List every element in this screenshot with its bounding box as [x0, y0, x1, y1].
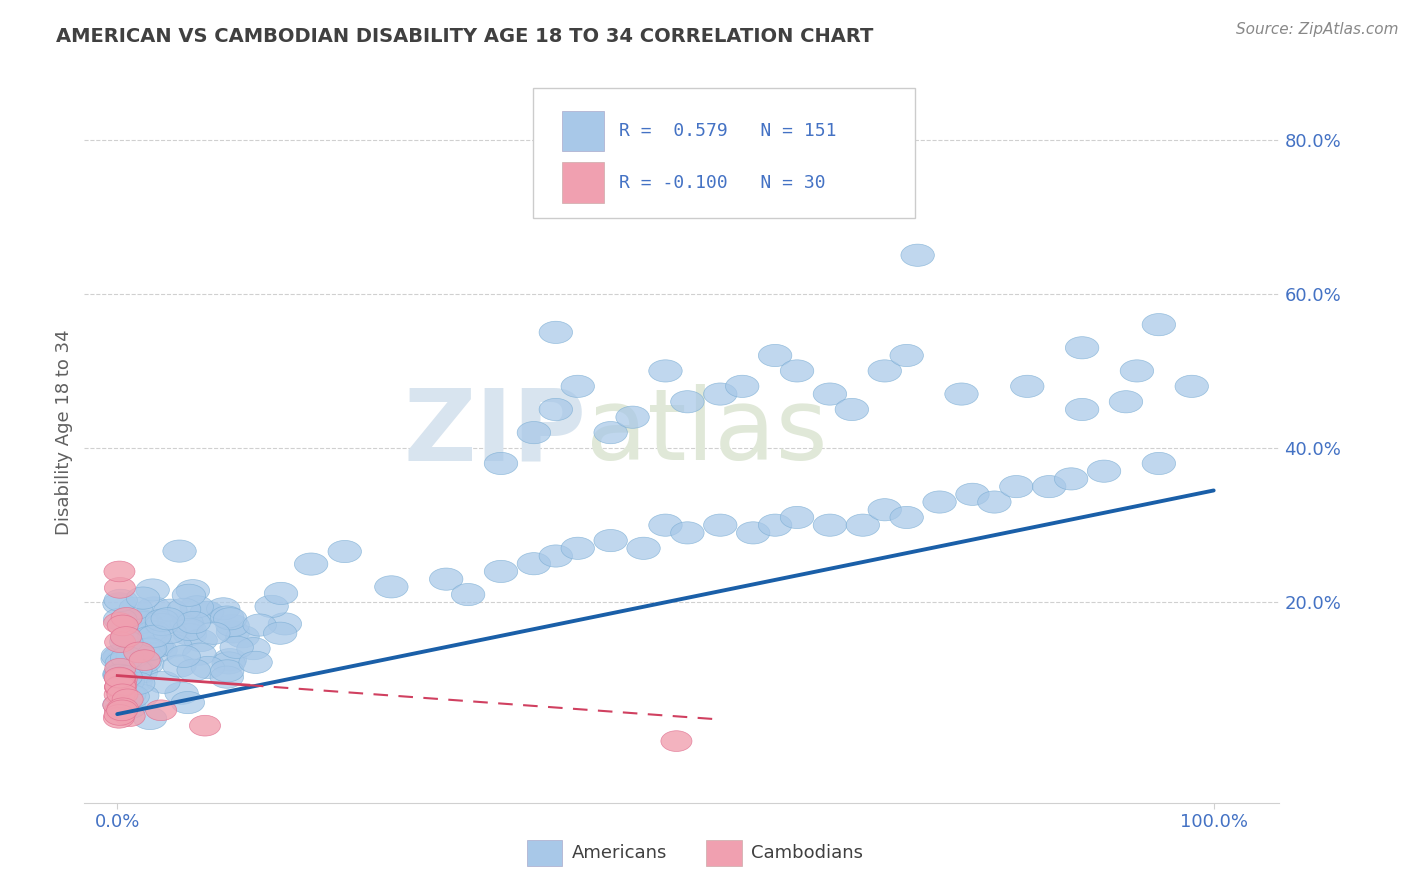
Text: Americans: Americans [572, 844, 668, 863]
Text: Source: ZipAtlas.com: Source: ZipAtlas.com [1236, 22, 1399, 37]
Text: AMERICAN VS CAMBODIAN DISABILITY AGE 18 TO 34 CORRELATION CHART: AMERICAN VS CAMBODIAN DISABILITY AGE 18 … [56, 27, 873, 45]
FancyBboxPatch shape [706, 840, 742, 866]
Text: R = -0.100   N = 30: R = -0.100 N = 30 [619, 174, 825, 192]
Text: Cambodians: Cambodians [751, 844, 863, 863]
Y-axis label: Disability Age 18 to 34: Disability Age 18 to 34 [55, 330, 73, 535]
FancyBboxPatch shape [533, 88, 915, 218]
FancyBboxPatch shape [562, 111, 605, 152]
Text: R =  0.579   N = 151: R = 0.579 N = 151 [619, 122, 837, 140]
FancyBboxPatch shape [562, 162, 605, 203]
FancyBboxPatch shape [527, 840, 562, 866]
Text: ZIP: ZIP [404, 384, 586, 481]
Text: atlas: atlas [586, 384, 828, 481]
